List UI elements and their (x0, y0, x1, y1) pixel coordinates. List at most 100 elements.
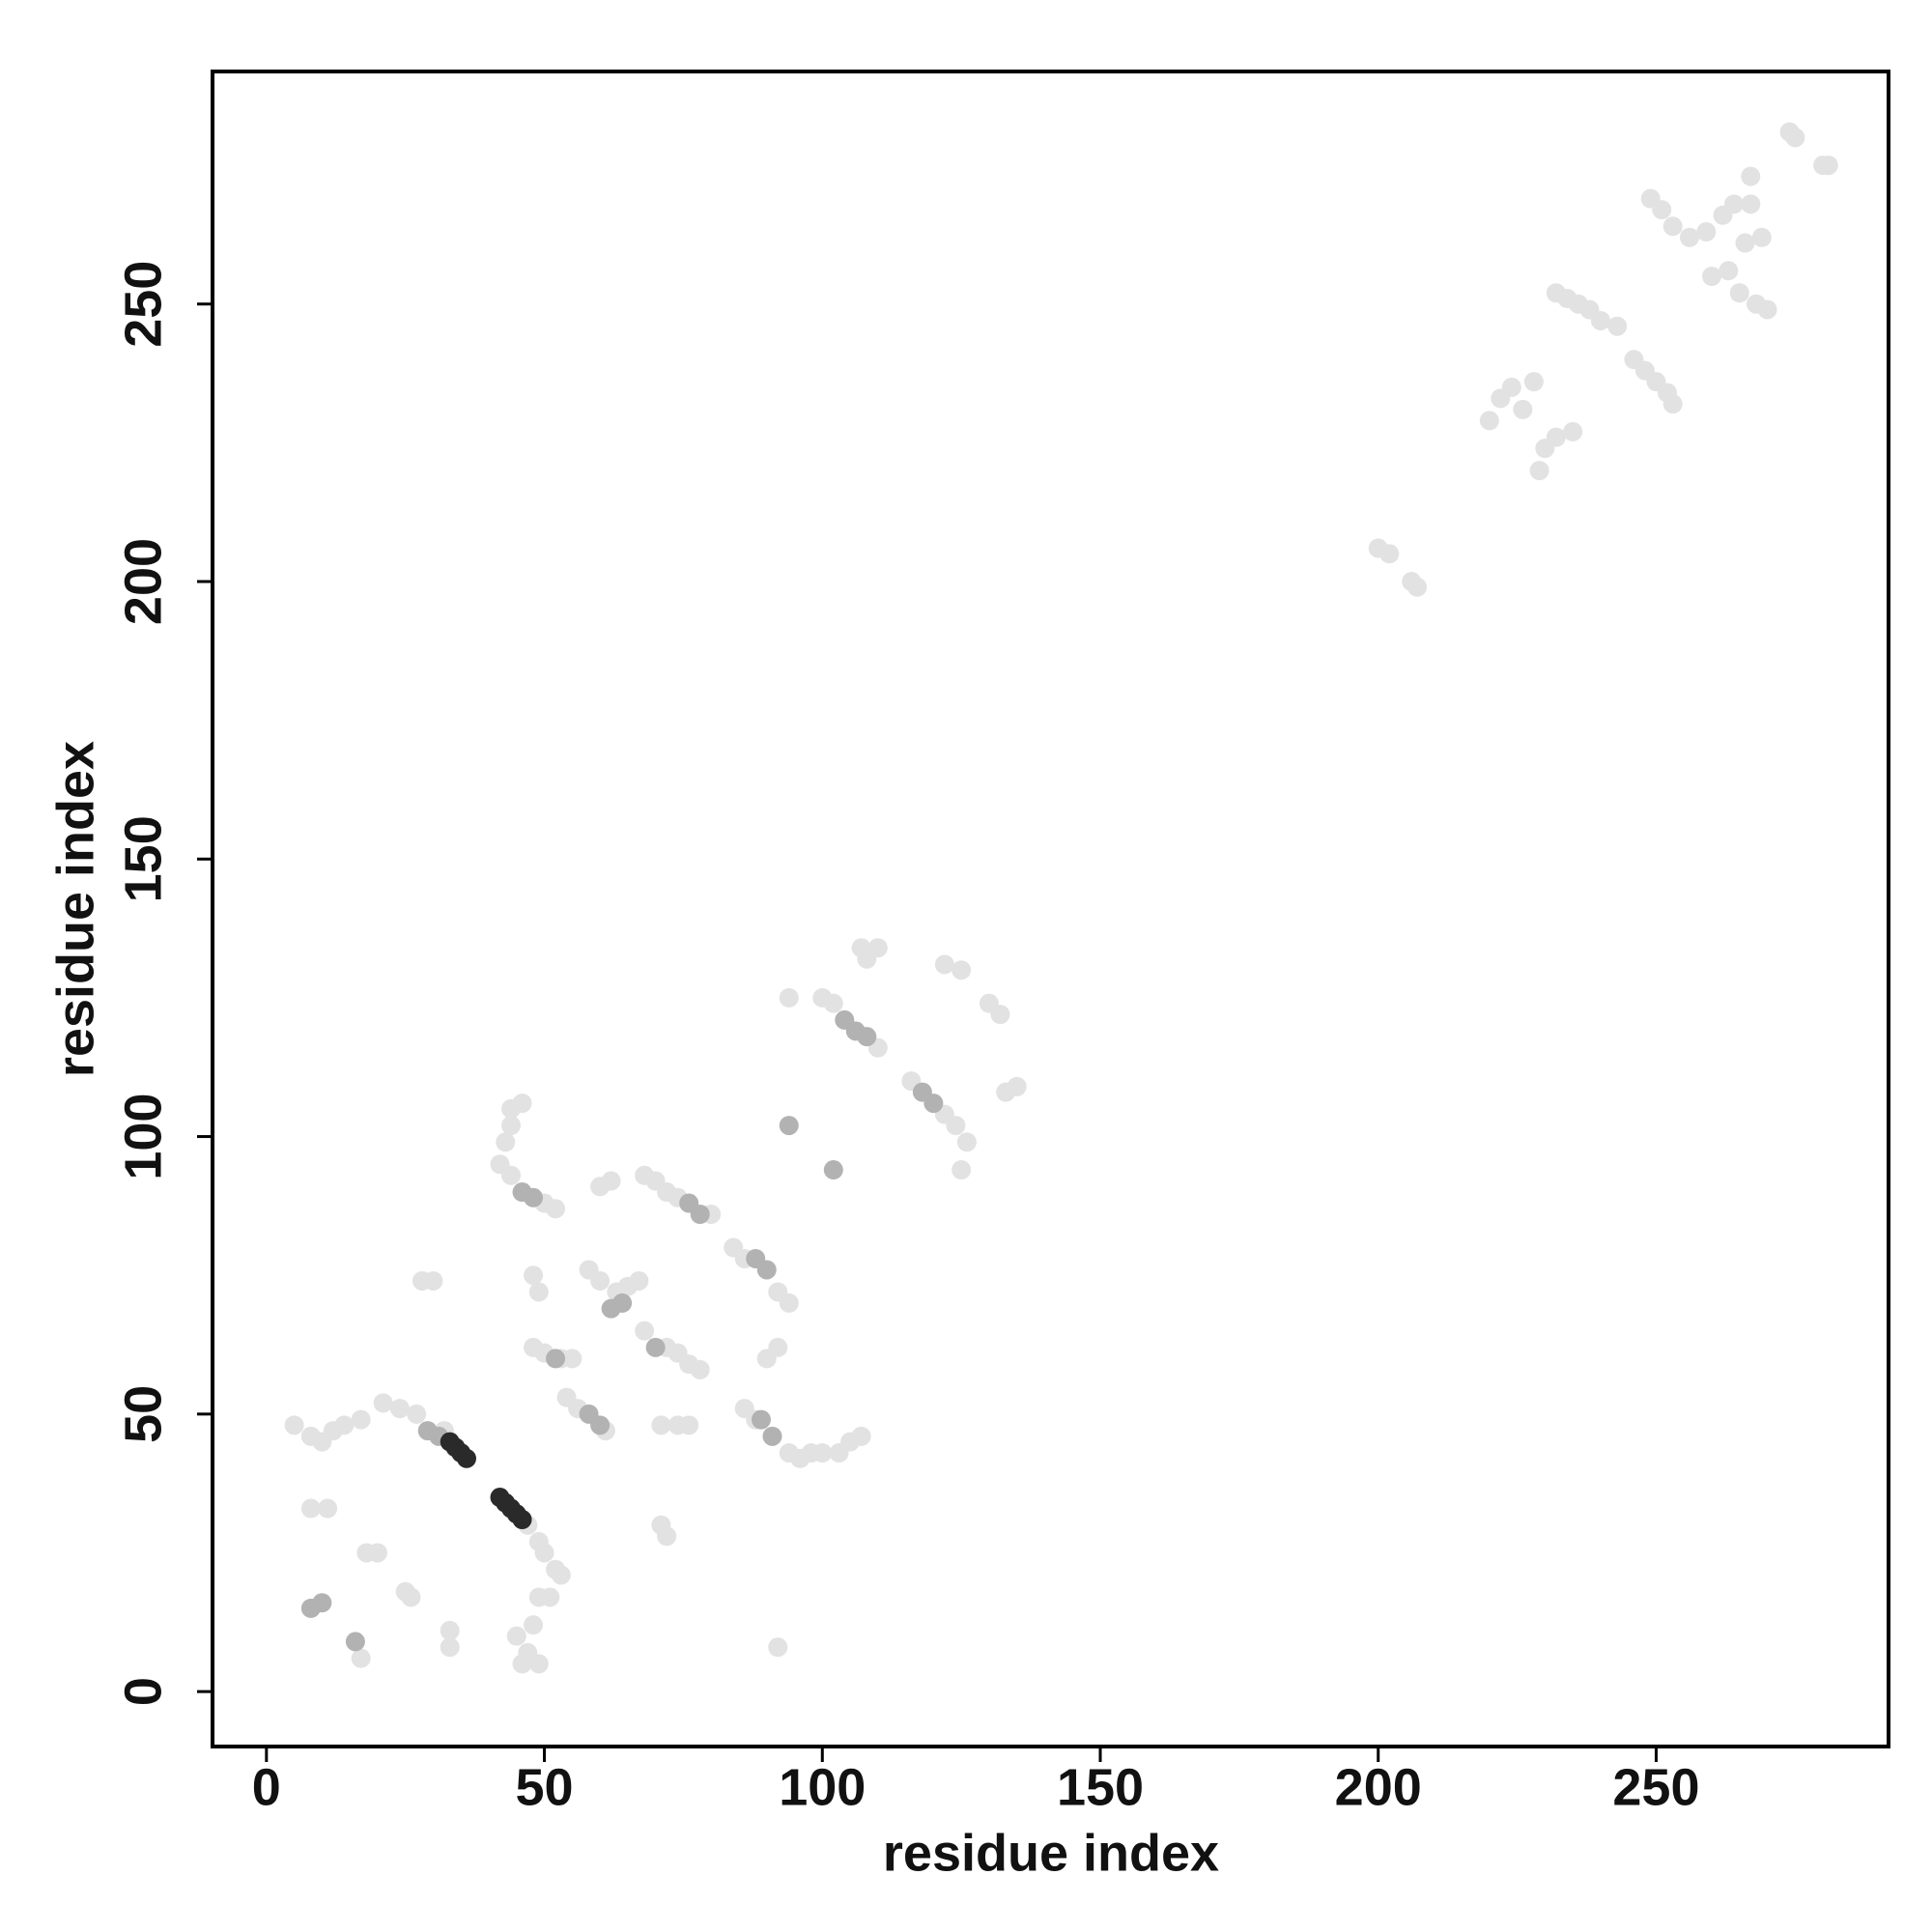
point (1785, 128, 1805, 148)
point (1563, 421, 1583, 441)
point (1607, 316, 1628, 336)
y-axis-title: residue index (46, 741, 104, 1077)
point (851, 1426, 871, 1446)
point (1741, 166, 1761, 186)
point (690, 1205, 710, 1225)
x-tick-label: 250 (1612, 1758, 1699, 1816)
point (512, 1094, 532, 1114)
point (1751, 227, 1772, 247)
point (956, 1132, 977, 1152)
point (351, 1409, 371, 1430)
y-tick-label: 100 (114, 1094, 172, 1180)
point (762, 1426, 782, 1446)
point (1007, 1076, 1027, 1096)
point (952, 960, 972, 980)
point (501, 1165, 522, 1185)
point (423, 1270, 443, 1291)
point (540, 1587, 560, 1607)
point (756, 1260, 777, 1280)
point (456, 1448, 476, 1468)
point (946, 1116, 966, 1136)
point (1724, 194, 1745, 214)
point (601, 1171, 621, 1191)
point (812, 1443, 833, 1463)
point (1379, 544, 1400, 564)
point (284, 1415, 304, 1435)
point (496, 1132, 516, 1152)
point (1479, 411, 1499, 431)
y-tick-label: 50 (114, 1385, 172, 1443)
point (590, 1270, 611, 1291)
point (367, 1543, 387, 1563)
point (768, 1337, 788, 1357)
point (1523, 372, 1544, 392)
point (524, 1615, 544, 1635)
x-tick-label: 0 (252, 1758, 281, 1816)
x-tick-label: 200 (1335, 1758, 1422, 1816)
point (318, 1498, 338, 1519)
point (590, 1415, 611, 1435)
point (506, 1626, 526, 1646)
point (334, 1415, 355, 1435)
point (551, 1565, 571, 1585)
point (512, 1654, 532, 1674)
point (1818, 156, 1838, 176)
point (934, 954, 954, 975)
point (300, 1598, 321, 1618)
point (779, 1116, 799, 1136)
point (1741, 194, 1761, 214)
point (546, 1199, 566, 1219)
point (524, 1265, 544, 1286)
point (857, 949, 877, 969)
point (501, 1116, 522, 1136)
point (857, 1027, 877, 1047)
point (779, 1293, 799, 1313)
point (823, 993, 843, 1013)
point (407, 1404, 427, 1424)
point (512, 1510, 532, 1530)
point (1513, 399, 1533, 419)
point (389, 1399, 410, 1419)
point (1719, 261, 1739, 281)
point (1546, 427, 1566, 447)
point (612, 1293, 633, 1313)
point (1590, 310, 1610, 330)
point (401, 1587, 421, 1607)
point (645, 1337, 666, 1357)
point (1407, 577, 1428, 597)
point (534, 1543, 554, 1563)
point (751, 1409, 771, 1430)
x-tick-label: 150 (1057, 1758, 1144, 1816)
point (823, 1160, 843, 1180)
point (1735, 233, 1755, 253)
point (768, 1637, 788, 1658)
point (690, 1359, 710, 1379)
point (952, 1160, 972, 1180)
x-axis-title: residue index (883, 1824, 1219, 1882)
point (635, 1321, 655, 1341)
point (300, 1498, 321, 1519)
point (1662, 216, 1683, 237)
point (1757, 299, 1777, 320)
point (923, 1094, 944, 1114)
point (679, 1415, 699, 1435)
point (524, 1187, 544, 1208)
x-tick-label: 50 (516, 1758, 574, 1816)
x-tick-label: 100 (779, 1758, 866, 1816)
point (1662, 394, 1683, 414)
point (1696, 222, 1717, 242)
point (562, 1349, 582, 1369)
point (351, 1648, 371, 1668)
point (1501, 377, 1521, 397)
point (1679, 227, 1699, 247)
point (990, 1005, 1010, 1025)
point (373, 1393, 393, 1413)
point (528, 1654, 549, 1674)
point (345, 1632, 365, 1652)
y-tick-label: 150 (114, 815, 172, 902)
point (528, 1282, 549, 1302)
point (657, 1526, 677, 1547)
point (629, 1270, 649, 1291)
